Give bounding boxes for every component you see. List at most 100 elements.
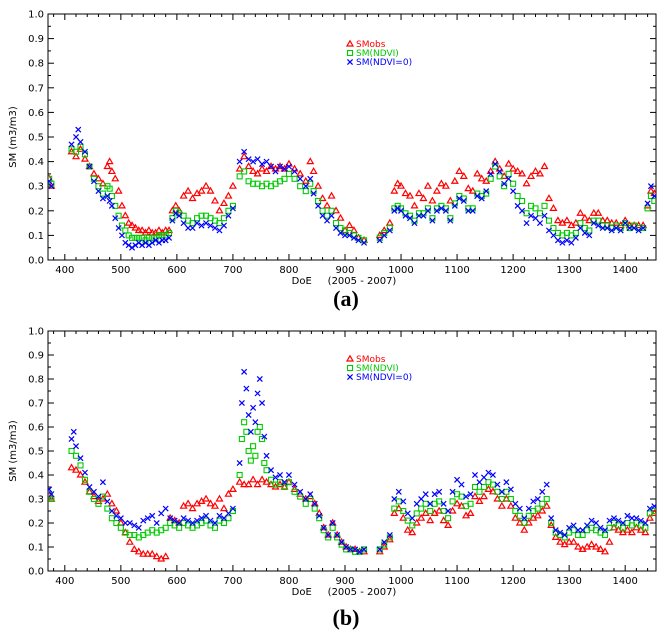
data-point bbox=[350, 234, 357, 241]
data-point bbox=[229, 205, 236, 212]
data-point bbox=[526, 171, 536, 179]
data-point bbox=[241, 419, 248, 426]
data-point bbox=[341, 232, 349, 239]
data-point bbox=[175, 206, 184, 214]
data-point bbox=[268, 467, 275, 474]
data-point bbox=[171, 201, 180, 209]
data-point bbox=[71, 152, 81, 160]
x-tick-label: 900 bbox=[335, 265, 354, 276]
data-point bbox=[640, 224, 647, 232]
data-point bbox=[306, 157, 315, 165]
data-point bbox=[647, 183, 654, 190]
data-point bbox=[252, 452, 259, 459]
data-point bbox=[106, 197, 113, 204]
data-point bbox=[284, 159, 293, 167]
data-point bbox=[599, 224, 606, 232]
data-point bbox=[496, 168, 503, 175]
data-point bbox=[441, 181, 450, 189]
data-point bbox=[263, 452, 270, 459]
data-point bbox=[67, 463, 76, 471]
x-tick-label: 900 bbox=[335, 576, 354, 587]
data-point bbox=[128, 221, 137, 229]
data-point bbox=[188, 194, 197, 202]
data-point bbox=[89, 169, 98, 177]
data-point bbox=[595, 222, 602, 229]
data-point bbox=[617, 227, 624, 234]
data-point bbox=[426, 516, 435, 524]
data-point bbox=[261, 459, 268, 467]
y-tick-label: 0.3 bbox=[28, 495, 44, 506]
data-point bbox=[129, 234, 136, 241]
data-point bbox=[48, 495, 55, 503]
data-point bbox=[112, 215, 119, 222]
data-point bbox=[507, 486, 514, 493]
data-point bbox=[180, 515, 187, 522]
data-point bbox=[386, 227, 393, 234]
data-point bbox=[628, 515, 635, 522]
data-point bbox=[76, 470, 85, 478]
data-point bbox=[249, 167, 258, 175]
data-point bbox=[48, 491, 55, 498]
data-point bbox=[575, 527, 582, 534]
data-point bbox=[429, 217, 436, 224]
y-tick-label: 0.9 bbox=[28, 34, 44, 45]
data-point bbox=[577, 220, 584, 227]
y-tick-label: 0.5 bbox=[28, 133, 44, 144]
data-point bbox=[275, 162, 285, 170]
data-point bbox=[459, 171, 468, 179]
data-point bbox=[332, 220, 340, 227]
data-point bbox=[557, 529, 564, 536]
data-point bbox=[494, 488, 501, 495]
x-tick-label: 800 bbox=[279, 576, 298, 587]
data-point bbox=[540, 162, 549, 170]
data-point bbox=[258, 475, 267, 483]
data-point bbox=[86, 163, 93, 170]
data-point bbox=[113, 512, 120, 519]
data-point bbox=[228, 181, 237, 189]
data-point bbox=[355, 237, 362, 244]
data-point bbox=[311, 500, 318, 507]
y-tick-label: 0.4 bbox=[28, 157, 44, 168]
data-point bbox=[236, 173, 243, 180]
data-point bbox=[256, 375, 263, 383]
y-tick-label: 0.4 bbox=[28, 471, 44, 482]
data-point bbox=[261, 433, 268, 440]
data-point bbox=[113, 519, 120, 527]
data-point bbox=[338, 539, 345, 546]
data-point bbox=[95, 183, 102, 190]
data-point bbox=[644, 200, 651, 207]
data-point bbox=[250, 404, 257, 411]
data-point bbox=[48, 178, 53, 185]
data-point bbox=[547, 520, 556, 528]
data-point bbox=[132, 234, 139, 241]
data-point bbox=[431, 491, 438, 498]
data-point bbox=[68, 141, 75, 148]
data-point bbox=[553, 216, 562, 224]
data-point bbox=[536, 220, 544, 227]
data-point bbox=[637, 517, 644, 524]
data-point bbox=[521, 515, 528, 522]
data-point bbox=[385, 218, 394, 226]
data-point bbox=[588, 517, 595, 524]
data-point bbox=[545, 217, 553, 224]
data-point bbox=[548, 515, 555, 522]
data-point bbox=[165, 226, 174, 234]
data-point bbox=[590, 220, 597, 227]
data-point bbox=[391, 505, 398, 512]
data-point bbox=[535, 169, 545, 177]
data-point bbox=[480, 474, 487, 481]
data-point bbox=[114, 186, 123, 194]
data-point bbox=[118, 232, 125, 239]
data-point bbox=[210, 501, 220, 509]
data-point bbox=[206, 499, 215, 507]
data-point bbox=[285, 170, 293, 177]
data-point bbox=[281, 165, 288, 173]
data-point bbox=[139, 242, 146, 249]
data-point bbox=[235, 477, 244, 485]
data-point bbox=[297, 488, 304, 495]
data-point bbox=[224, 191, 233, 199]
data-point bbox=[219, 504, 228, 512]
data-point bbox=[134, 547, 143, 555]
data-point bbox=[534, 495, 541, 503]
data-point bbox=[72, 148, 80, 155]
